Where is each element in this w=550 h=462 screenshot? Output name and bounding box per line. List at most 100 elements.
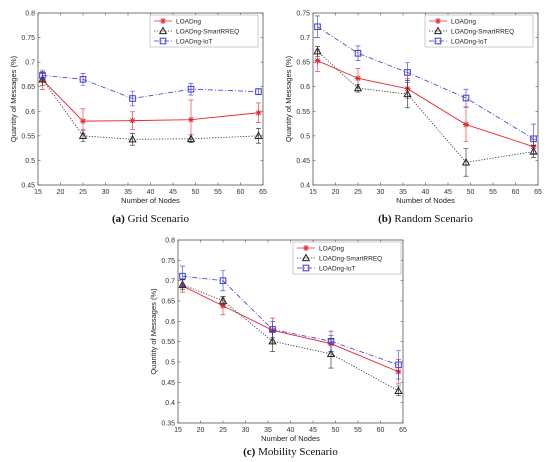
y-tick-label: 0.6 xyxy=(300,84,310,91)
x-tick-label: 20 xyxy=(332,189,340,196)
x-tick-label: 50 xyxy=(467,189,475,196)
caption-text: Mobility Scenario xyxy=(255,446,338,458)
series-iot xyxy=(39,71,262,107)
caption-letter: (a) xyxy=(112,213,125,225)
x-tick-label: 65 xyxy=(534,189,542,196)
legend-marker xyxy=(302,264,310,272)
data-point xyxy=(218,296,228,304)
series-smartrreq xyxy=(313,46,538,177)
legend-label: LOADng xyxy=(451,18,476,25)
data-point xyxy=(327,337,335,345)
error-bar xyxy=(315,15,320,38)
error-bar xyxy=(463,88,469,108)
chart-panel-2: 15 20 25 30 35 40 45 50 55 60 65 0.4 0.45 0.5 0.55 0.6 0… xyxy=(284,11,542,226)
x-tick-label: 25 xyxy=(79,189,87,196)
series-iot xyxy=(314,15,537,154)
error-bar xyxy=(531,123,536,154)
series-iot xyxy=(179,265,402,380)
x-tick-label: 30 xyxy=(242,427,250,434)
caption-text: Random Scenario xyxy=(392,213,474,225)
data-point xyxy=(353,83,363,92)
y-tick-label: 0.7 xyxy=(165,278,175,285)
data-point xyxy=(395,361,402,369)
error-bar xyxy=(188,82,194,96)
y-tick-label: 0.4 xyxy=(300,183,310,190)
legend: LOADng LOADng-SmartRREQ LOADng-IoT xyxy=(149,14,259,48)
y-tick-label: 0.8 xyxy=(25,11,35,18)
legend-marker xyxy=(434,37,442,45)
data-point xyxy=(268,336,277,345)
x-tick-label: 35 xyxy=(399,189,407,196)
x-tick-label: 55 xyxy=(354,427,362,434)
data-point xyxy=(80,118,86,125)
y-tick-label: 0.7 xyxy=(25,60,35,67)
legend-label: LOADng-IoT xyxy=(451,38,488,45)
legend-label: LOADng-IoT xyxy=(319,265,356,272)
data-point xyxy=(355,75,361,82)
legend-box xyxy=(424,14,534,48)
y-tick-label: 0.8 xyxy=(165,238,175,245)
y-tick-label: 0.55 xyxy=(161,339,175,346)
legend-label: LOADng xyxy=(176,18,201,25)
caption-letter: (b) xyxy=(378,213,392,225)
legend-label: LOADng-IoT xyxy=(176,38,213,45)
legend-label: LOADng xyxy=(319,245,344,252)
legend-label: LOADng-SmartRREQ xyxy=(176,28,239,35)
data-point xyxy=(220,302,226,309)
x-axis-label: Number of Nodes xyxy=(121,196,180,205)
legend: LOADng LOADng-SmartRREQ LOADng-IoT xyxy=(424,14,534,48)
data-point xyxy=(529,147,538,155)
legend-label: LOADng-SmartRREQ xyxy=(319,255,382,262)
x-tick-label: 35 xyxy=(124,189,132,196)
x-tick-label: 30 xyxy=(377,189,385,196)
error-bar xyxy=(355,45,361,61)
caption-letter: (c) xyxy=(243,446,256,458)
error-bar xyxy=(180,265,185,287)
data-point xyxy=(179,272,186,280)
data-point xyxy=(326,349,336,357)
data-point xyxy=(219,277,227,284)
x-tick-label: 45 xyxy=(444,189,452,196)
y-tick-label: 0.75 xyxy=(161,258,175,265)
data-point xyxy=(354,49,362,57)
legend-marker xyxy=(301,253,311,262)
data-point xyxy=(39,72,46,79)
error-bar xyxy=(270,321,275,338)
legend-marker xyxy=(160,18,166,24)
y-tick-label: 0.7 xyxy=(300,35,310,42)
y-tick-label: 0.6 xyxy=(25,109,35,116)
error-bar xyxy=(405,62,410,83)
data-point xyxy=(255,109,262,116)
data-point xyxy=(255,88,262,95)
x-tick-label: 60 xyxy=(512,189,520,196)
error-bar xyxy=(463,148,469,177)
y-tick-label: 0.5 xyxy=(165,360,175,367)
data-point xyxy=(129,95,136,102)
data-point xyxy=(530,135,537,143)
x-tick-label: 65 xyxy=(399,427,407,434)
x-tick-label: 50 xyxy=(332,427,340,434)
x-tick-label: 35 xyxy=(264,427,272,434)
y-axis-label: Quantity of Messages (%) xyxy=(9,55,18,142)
y-tick-label: 0.55 xyxy=(296,109,310,116)
y-axis-label: Quantity of Messages (%) xyxy=(284,55,293,142)
x-tick-label: 45 xyxy=(169,189,177,196)
series-smartrreq xyxy=(38,73,263,146)
data-point xyxy=(404,69,411,76)
y-tick-label: 0.5 xyxy=(300,133,310,140)
figure-caption: (c) Mobility Scenario xyxy=(243,446,338,458)
data-point xyxy=(38,74,47,83)
data-point xyxy=(462,94,470,102)
y-axis-label: Quantity of Messages (%) xyxy=(149,288,158,375)
data-point xyxy=(188,116,194,123)
data-point xyxy=(178,280,187,288)
legend-marker xyxy=(435,18,441,24)
data-point xyxy=(128,134,137,143)
y-tick-label: 0.55 xyxy=(21,133,35,140)
data-point xyxy=(463,121,469,128)
x-axis-label: Number of Nodes xyxy=(396,196,455,205)
error-bar xyxy=(220,270,226,292)
data-point xyxy=(79,76,87,83)
data-point xyxy=(254,131,263,139)
